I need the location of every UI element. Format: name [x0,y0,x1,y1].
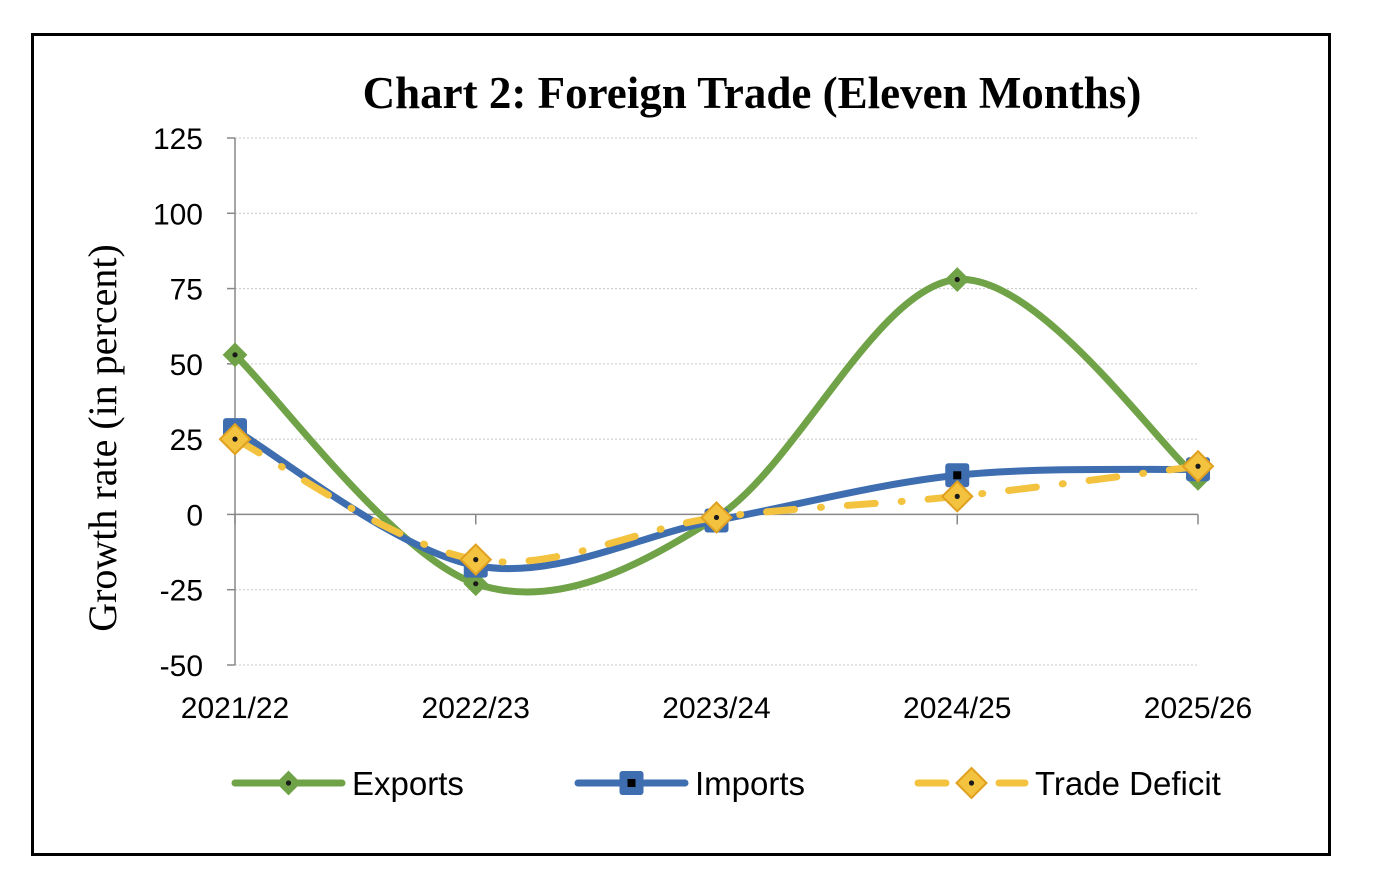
legend-item-exports: Exports [231,765,464,802]
y-tick-label: 100 [153,198,203,231]
imports-marker-center [953,471,962,480]
trade-deficit-marker-center [968,780,975,786]
exports-series [222,267,1211,597]
legend-item-trade-deficit: Trade Deficit [914,765,1221,802]
x-tick-label: 2022/23 [422,692,530,725]
x-tick-label: 2025/26 [1144,692,1252,725]
imports-line [231,426,1202,573]
imports-marker-center [627,779,636,787]
y-tick-label: 0 [186,499,203,532]
imports-series [223,418,1210,578]
x-tick-label: 2023/24 [662,692,770,725]
exports-marker-center [954,276,960,283]
trade-deficit-marker-center [1195,463,1201,469]
legend: Exports Imports Trade Deficit [231,765,1221,802]
legend-label-trade-deficit: Trade Deficit [1035,765,1221,802]
axes [227,137,1199,666]
y-axis-label: Growth rate (in percent) [80,244,125,632]
trade-deficit-line [231,435,1202,566]
trade-deficit-series [218,422,1215,577]
chart-title: Chart 2: Foreign Trade (Eleven Months) [363,68,1142,118]
x-tick-label: 2024/25 [903,692,1011,725]
y-tick-label: 50 [170,349,203,382]
legend-item-imports: Imports [574,765,805,802]
trade-deficit-marker-center [232,436,238,442]
exports-marker-center [473,581,479,587]
y-tick-label: -25 [160,575,203,608]
legend-label-imports: Imports [695,765,805,802]
tick-labels: -50 -25 0 25 50 75 100 125 2021/22 2022/23 2023/24… [153,123,1252,725]
series-lines [218,267,1215,597]
exports-line [231,276,1202,596]
x-tick-label: 2021/22 [181,692,289,725]
trade-deficit-marker-center [713,514,720,521]
trade-deficit-marker-center [954,493,960,499]
trade-deficit-marker-center [473,557,479,563]
legend-label-exports: Exports [352,765,464,802]
y-tick-label: 125 [153,123,203,156]
y-tick-label: 75 [170,274,203,307]
y-tick-label: -50 [160,650,203,683]
exports-marker-center [232,352,238,358]
y-tick-label: 25 [170,424,203,457]
gridlines [235,137,1198,666]
exports-marker-center [285,780,292,786]
